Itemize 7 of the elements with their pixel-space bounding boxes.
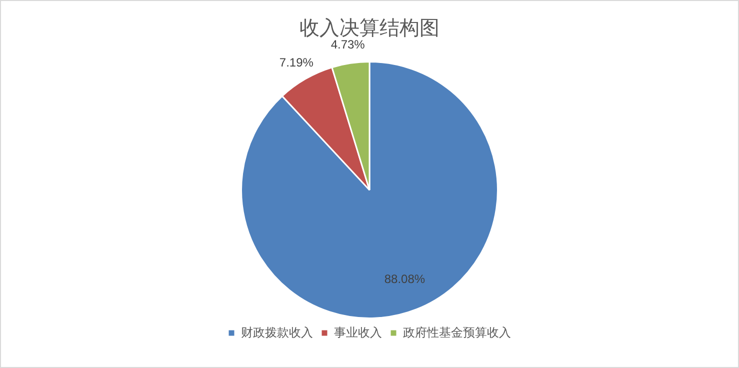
data-label: 4.73% xyxy=(330,38,366,52)
data-label: 7.19% xyxy=(279,56,314,70)
legend-label: 财政拨款收入 xyxy=(241,325,313,340)
data-label: 88.08% xyxy=(384,272,426,286)
legend-label: 事业收入 xyxy=(334,325,382,340)
legend-label: 政府性基金预算收入 xyxy=(403,325,511,340)
chart-title: 收入决算结构图 xyxy=(300,18,440,40)
